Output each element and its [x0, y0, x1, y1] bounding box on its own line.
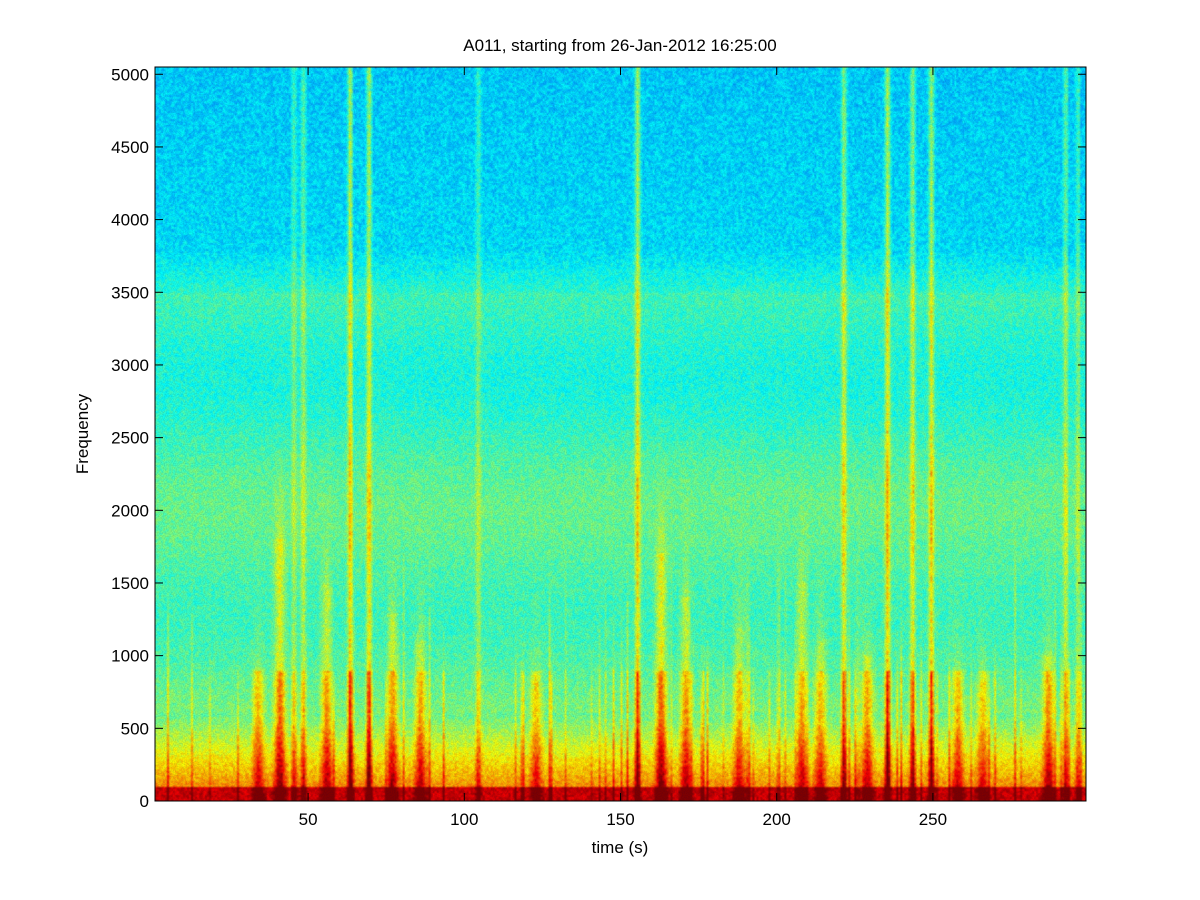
y-tick-label: 4500: [111, 138, 149, 157]
x-tick-label: 150: [606, 810, 634, 829]
y-axis-label: Frequency: [73, 393, 92, 474]
y-tick-label: 1500: [111, 574, 149, 593]
y-tick-label: 1000: [111, 647, 149, 666]
x-tick-label: 100: [450, 810, 478, 829]
y-tick-label: 500: [121, 719, 149, 738]
y-tick-label: 2500: [111, 429, 149, 448]
x-tick-label: 200: [763, 810, 791, 829]
y-tick-label: 2000: [111, 501, 149, 520]
noise-texture: [155, 67, 1086, 801]
y-axis: 0 500 1000 1500 2000 2500 3000 3500 4000 4500 5000: [111, 65, 1086, 811]
x-axis: 50 100 150 200 250: [299, 67, 947, 829]
y-tick-label: 3500: [111, 283, 149, 302]
y-tick-label: 4000: [111, 211, 149, 230]
y-tick-label: 0: [140, 792, 149, 811]
chart-title: A011, starting from 26-Jan-2012 16:25:00: [463, 36, 776, 55]
x-tick-label: 250: [919, 810, 947, 829]
plot-area: [154, 66, 1087, 802]
y-tick-label: 3000: [111, 356, 149, 375]
y-tick-label: 5000: [111, 65, 149, 84]
x-tick-label: 50: [299, 810, 318, 829]
x-axis-label: time (s): [592, 838, 649, 857]
